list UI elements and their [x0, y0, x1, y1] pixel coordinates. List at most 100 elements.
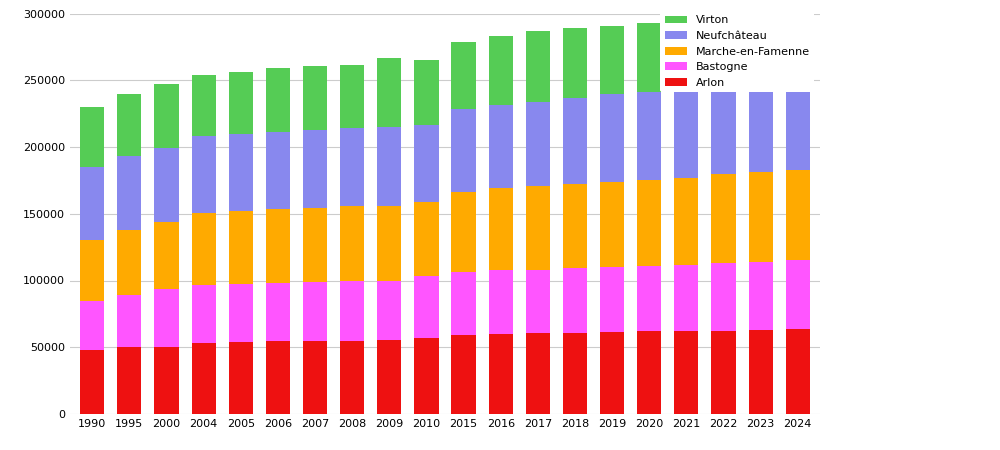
- Bar: [229, 211, 253, 284]
- Bar: [117, 156, 141, 230]
- Bar: [526, 186, 550, 270]
- Bar: [414, 276, 439, 338]
- Bar: [786, 261, 810, 328]
- Bar: [80, 350, 104, 414]
- Bar: [80, 167, 104, 240]
- Bar: [786, 77, 810, 171]
- Bar: [266, 68, 290, 132]
- Bar: [303, 341, 327, 414]
- Bar: [489, 36, 513, 105]
- Bar: [526, 270, 550, 333]
- Bar: [786, 9, 810, 77]
- Bar: [117, 94, 141, 156]
- Bar: [340, 128, 364, 207]
- Bar: [303, 66, 327, 130]
- Bar: [637, 92, 661, 180]
- Bar: [674, 88, 698, 178]
- Bar: [340, 281, 364, 341]
- Bar: [563, 184, 587, 269]
- Bar: [377, 207, 401, 280]
- Bar: [674, 178, 698, 265]
- Bar: [266, 341, 290, 414]
- Bar: [711, 263, 736, 331]
- Bar: [154, 222, 179, 289]
- Bar: [154, 289, 179, 346]
- Bar: [563, 98, 587, 184]
- Bar: [451, 192, 476, 273]
- Bar: [786, 328, 810, 414]
- Bar: [192, 284, 216, 342]
- Bar: [414, 59, 439, 125]
- Bar: [414, 202, 439, 276]
- Bar: [192, 213, 216, 284]
- Bar: [303, 282, 327, 341]
- Bar: [749, 15, 773, 80]
- Bar: [563, 28, 587, 98]
- Bar: [526, 102, 550, 186]
- Bar: [749, 330, 773, 414]
- Bar: [80, 240, 104, 301]
- Bar: [749, 172, 773, 262]
- Bar: [674, 331, 698, 414]
- Bar: [600, 332, 624, 414]
- Bar: [377, 340, 401, 414]
- Bar: [117, 347, 141, 414]
- Bar: [600, 267, 624, 332]
- Bar: [749, 80, 773, 172]
- Bar: [80, 301, 104, 350]
- Bar: [229, 342, 253, 414]
- Bar: [377, 58, 401, 127]
- Bar: [637, 331, 661, 414]
- Bar: [451, 273, 476, 334]
- Bar: [451, 109, 476, 192]
- Bar: [489, 334, 513, 414]
- Bar: [786, 171, 810, 261]
- Bar: [526, 333, 550, 414]
- Bar: [489, 105, 513, 189]
- Bar: [192, 136, 216, 213]
- Bar: [377, 280, 401, 340]
- Bar: [637, 180, 661, 266]
- Bar: [266, 283, 290, 341]
- Bar: [600, 94, 624, 182]
- Bar: [414, 338, 439, 414]
- Bar: [451, 41, 476, 109]
- Bar: [637, 23, 661, 92]
- Bar: [340, 65, 364, 128]
- Bar: [526, 31, 550, 102]
- Bar: [674, 18, 698, 88]
- Bar: [563, 269, 587, 333]
- Bar: [229, 72, 253, 134]
- Bar: [600, 26, 624, 94]
- Bar: [117, 230, 141, 295]
- Bar: [192, 342, 216, 414]
- Bar: [266, 209, 290, 283]
- Bar: [303, 208, 327, 282]
- Bar: [489, 189, 513, 270]
- Bar: [229, 284, 253, 342]
- Bar: [674, 265, 698, 331]
- Bar: [637, 266, 661, 331]
- Legend: Virton, Neufchâteau, Marche-en-Famenne, Bastogne, Arlon: Virton, Neufchâteau, Marche-en-Famenne, …: [660, 11, 814, 92]
- Bar: [266, 132, 290, 209]
- Bar: [451, 334, 476, 414]
- Bar: [154, 84, 179, 148]
- Bar: [749, 262, 773, 330]
- Bar: [340, 207, 364, 281]
- Bar: [563, 333, 587, 414]
- Bar: [377, 127, 401, 207]
- Bar: [80, 107, 104, 167]
- Bar: [229, 134, 253, 211]
- Bar: [117, 295, 141, 347]
- Bar: [340, 341, 364, 414]
- Bar: [711, 331, 736, 414]
- Bar: [711, 84, 736, 174]
- Bar: [154, 148, 179, 222]
- Bar: [489, 270, 513, 334]
- Bar: [414, 125, 439, 202]
- Bar: [192, 75, 216, 136]
- Bar: [711, 174, 736, 263]
- Bar: [303, 130, 327, 208]
- Bar: [154, 346, 179, 414]
- Bar: [711, 15, 736, 84]
